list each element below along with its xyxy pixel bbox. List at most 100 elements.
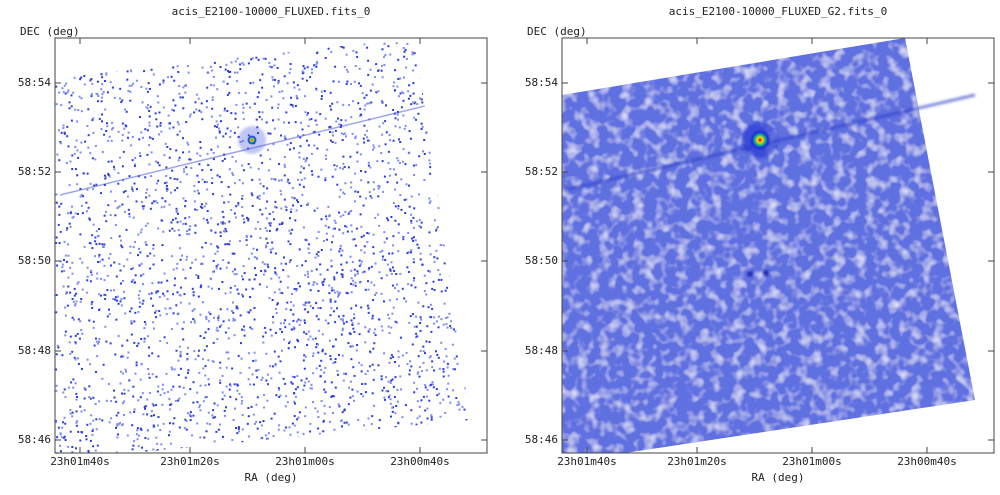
pixel [122, 191, 125, 194]
pixel [215, 430, 218, 433]
pixel [447, 374, 450, 377]
pixel [350, 282, 353, 285]
pixel [432, 150, 435, 153]
pixel [437, 207, 440, 209]
pixel [182, 86, 185, 89]
pixel [429, 303, 432, 306]
pixel [83, 397, 86, 400]
pixel [298, 323, 301, 326]
pixel [131, 186, 134, 189]
pixel [317, 254, 320, 257]
pixel [130, 307, 133, 310]
pixel [405, 300, 408, 303]
pixel [400, 208, 403, 211]
pixel [468, 46, 470, 49]
pixel [463, 349, 466, 352]
pixel [416, 431, 418, 434]
pixel [199, 384, 202, 387]
pixel [141, 61, 144, 63]
pixel [281, 223, 283, 225]
pixel [241, 214, 244, 217]
image-fill [562, 38, 975, 453]
pixel [297, 436, 300, 439]
pixel [294, 219, 297, 222]
pixel [430, 316, 432, 319]
pixel [218, 287, 220, 290]
pixel [243, 446, 246, 449]
pixel [267, 383, 270, 386]
pixel [86, 210, 88, 213]
pixel [154, 188, 157, 191]
pixel [124, 312, 127, 315]
pixel [83, 45, 86, 48]
pixel [152, 321, 155, 324]
pixel [347, 342, 350, 345]
pixel [300, 204, 303, 207]
pixel [314, 407, 317, 410]
pixel [223, 109, 226, 112]
pixel [156, 390, 159, 393]
pixel [294, 388, 297, 391]
pixel [193, 190, 196, 193]
pixel [184, 376, 187, 379]
pixel [434, 139, 437, 142]
pixel [296, 199, 298, 202]
pixel [350, 186, 353, 189]
pixel [293, 288, 296, 290]
pixel [91, 430, 94, 432]
pixel [296, 84, 299, 87]
pixel [186, 50, 189, 53]
pixel [119, 87, 122, 90]
pixel [466, 122, 469, 125]
pixel [115, 414, 118, 417]
pixel [55, 193, 58, 196]
pixel [187, 71, 190, 74]
pixel [101, 96, 104, 99]
pixel [143, 321, 146, 323]
pixel [354, 281, 357, 284]
pixel [341, 354, 344, 357]
pixel [156, 449, 159, 451]
pixel [388, 361, 391, 364]
pixel [435, 350, 437, 353]
pixel [151, 373, 154, 376]
pixel [232, 317, 235, 320]
pixel [206, 86, 209, 89]
pixel [230, 112, 233, 115]
pixel [293, 392, 296, 395]
pixel [144, 323, 147, 326]
pixel [83, 409, 86, 412]
plot-frame [561, 37, 995, 454]
pixel [135, 364, 138, 367]
pixel [270, 277, 273, 280]
pixel [65, 39, 68, 42]
pixel [90, 271, 93, 274]
pixel [330, 286, 333, 289]
pixel [181, 96, 184, 99]
pixel [418, 415, 421, 418]
pixel [472, 72, 474, 74]
pixel [324, 154, 327, 157]
pixel [289, 259, 292, 262]
pixel [314, 256, 317, 259]
pixel [297, 45, 300, 48]
pixel [372, 252, 375, 255]
pixel [64, 254, 67, 257]
pixel [404, 163, 407, 166]
pixel [85, 201, 88, 204]
pixel [137, 399, 140, 402]
pixel [108, 308, 110, 311]
pixel [83, 74, 86, 77]
pixel [424, 352, 426, 355]
pixel [363, 270, 366, 273]
pixel [446, 286, 449, 289]
pixel [424, 96, 426, 99]
pixel [192, 294, 195, 297]
pixel [456, 362, 459, 365]
pixel [178, 85, 181, 87]
pixel [407, 271, 410, 273]
pixel [95, 243, 98, 246]
pixel [354, 200, 356, 203]
pixel [297, 416, 300, 419]
pixel [362, 234, 365, 237]
